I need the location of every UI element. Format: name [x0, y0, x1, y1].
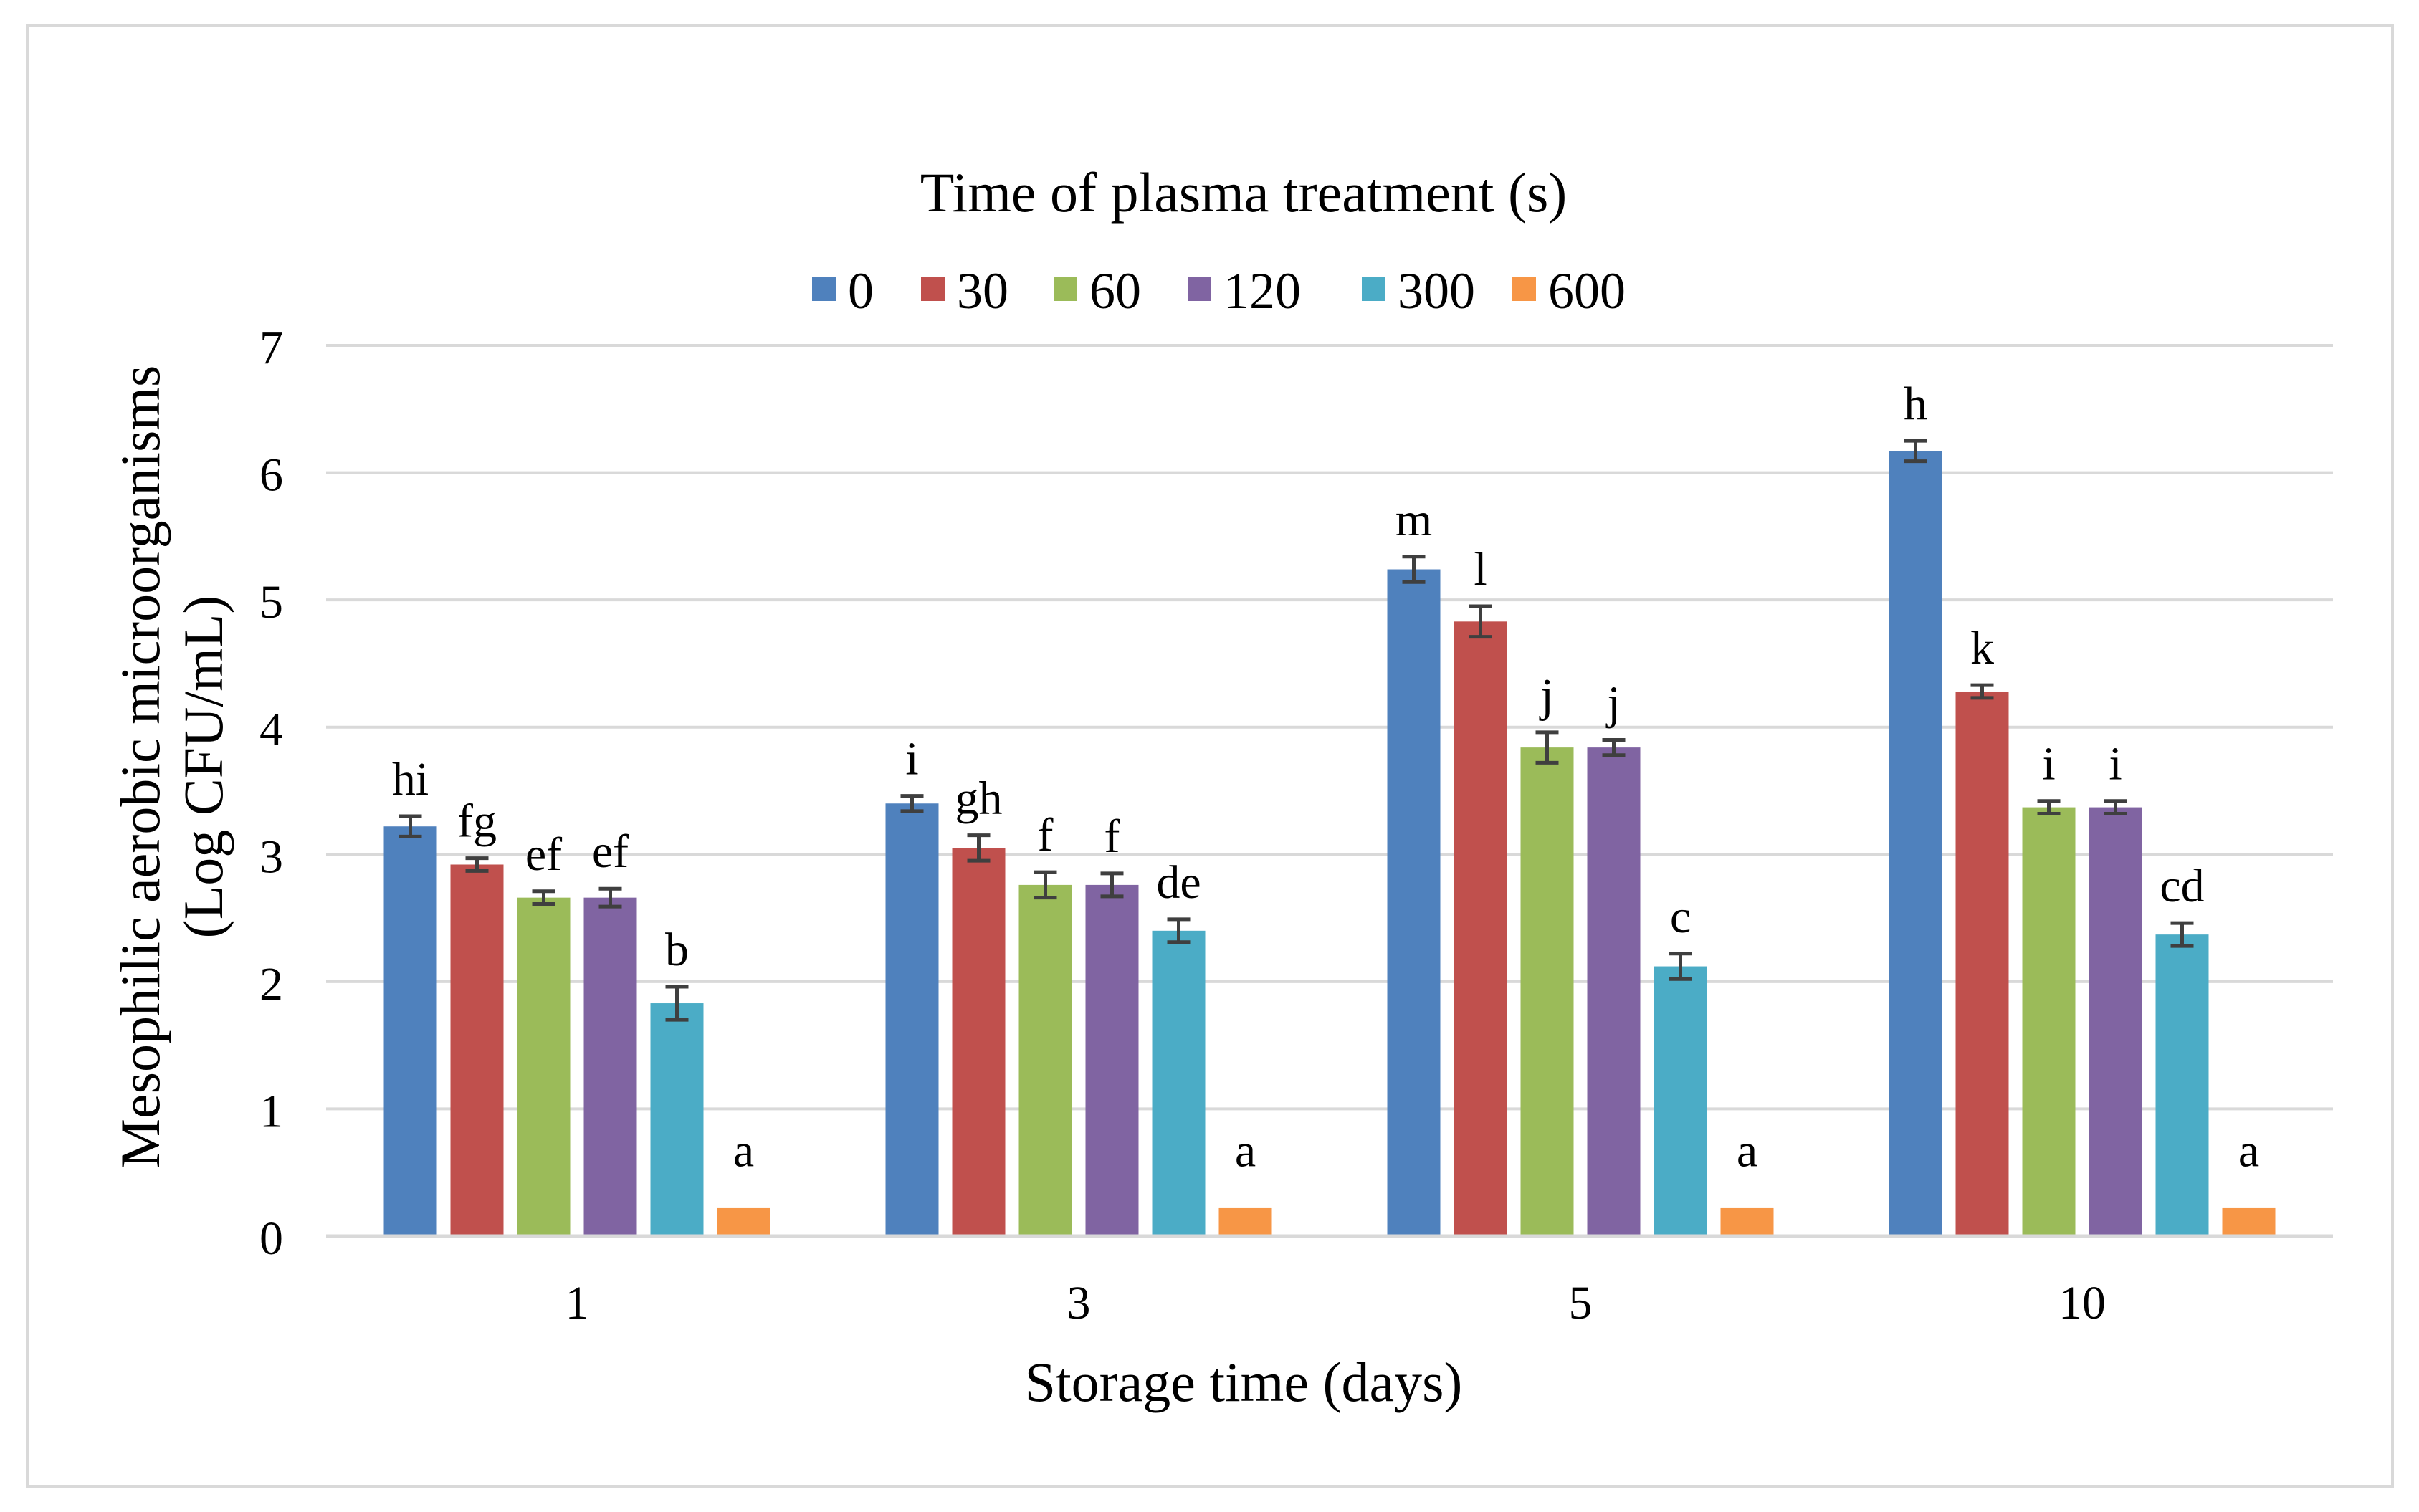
significance-letter: a: [733, 1124, 754, 1177]
legend-label-120: 120: [1223, 262, 1301, 320]
x-tick-label: 5: [1569, 1277, 1593, 1329]
bar-0s-day-10: [1889, 451, 1942, 1236]
significance-letter: gh: [955, 772, 1003, 825]
significance-letter: i: [2042, 738, 2055, 790]
significance-letter: j: [1605, 676, 1620, 729]
legend-label-30: 30: [957, 262, 1008, 320]
bar-120s-day-5: [1587, 747, 1641, 1236]
bar-300s-day-5: [1654, 966, 1707, 1236]
bar-600s-day-1: [717, 1207, 770, 1236]
bar-600s-day-3: [1218, 1207, 1272, 1236]
x-tick-label: 10: [2058, 1277, 2106, 1329]
legend-swatch-120: [1188, 277, 1211, 301]
y-tick-label: 7: [259, 322, 283, 374]
axes: 0 1 2 3 4 5 6 7 1 3 5 10: [259, 322, 2333, 1329]
y-axis-label-line2: (Log CFU/mL): [172, 595, 234, 939]
bar-60s-day-1: [517, 897, 571, 1236]
bar-0s-day-1: [383, 826, 437, 1236]
bar-30s-day-3: [952, 848, 1006, 1236]
x-tick-label: 3: [1067, 1277, 1091, 1329]
significance-letter: l: [1474, 543, 1487, 595]
bar-120s-day-10: [2089, 807, 2142, 1236]
significance-letter: a: [1235, 1124, 1256, 1177]
bar-60s-day-10: [2022, 807, 2076, 1236]
significance-letter: ef: [525, 828, 562, 881]
significance-letter: hi: [392, 753, 429, 805]
significance-letter: k: [1970, 622, 1994, 674]
significance-letter: f: [1104, 810, 1120, 863]
significance-letter: f: [1038, 809, 1054, 861]
bar-300s-day-10: [2155, 934, 2209, 1236]
legend-swatch-30: [921, 277, 945, 301]
bar-60s-day-3: [1018, 884, 1072, 1236]
bar-600s-day-10: [2222, 1207, 2276, 1236]
y-tick-label: 1: [259, 1085, 283, 1137]
legend-label-0: 0: [848, 262, 874, 320]
bar-0s-day-3: [885, 803, 939, 1236]
legend-swatch-600: [1512, 277, 1536, 301]
significance-letter: h: [1904, 378, 1927, 430]
significance-letter: cd: [2160, 860, 2204, 912]
bar-300s-day-1: [650, 1003, 704, 1236]
legend-swatch-0: [812, 277, 836, 301]
legend: 0 30 60 120 300 600: [812, 262, 1626, 320]
y-tick-label: 5: [259, 576, 283, 628]
x-axis-label: Storage time (days): [1025, 1351, 1463, 1413]
legend-label-60: 60: [1089, 262, 1141, 320]
significance-letter: i: [2109, 738, 2122, 790]
y-axis-label-line1: Mesophilic aerobic microorganisms: [109, 365, 171, 1169]
legend-title: Time of plasma treatment (s): [920, 161, 1568, 224]
bar-120s-day-1: [583, 897, 637, 1236]
bar-600s-day-5: [1720, 1207, 1774, 1236]
significance-letter: m: [1395, 494, 1432, 546]
bar-30s-day-1: [450, 864, 504, 1236]
legend-label-300: 300: [1398, 262, 1475, 320]
y-tick-label: 4: [259, 704, 283, 756]
y-tick-label: 0: [259, 1212, 283, 1265]
significance-letter: i: [905, 733, 918, 785]
bar-300s-day-3: [1152, 930, 1206, 1236]
bar-120s-day-3: [1085, 884, 1139, 1236]
bar-30s-day-10: [1955, 691, 2009, 1236]
significance-letter: a: [2238, 1124, 2259, 1177]
significance-letter: b: [665, 924, 689, 976]
significance-letter: a: [1737, 1124, 1757, 1177]
bar-0s-day-5: [1387, 569, 1441, 1236]
bar-30s-day-5: [1454, 621, 1507, 1236]
significance-letter: de: [1156, 856, 1201, 909]
legend-label-600: 600: [1548, 262, 1626, 320]
significance-letter: fg: [457, 795, 497, 848]
y-tick-label: 6: [259, 449, 283, 502]
chart-border: [26, 24, 2394, 1488]
y-tick-label: 2: [259, 958, 283, 1010]
legend-swatch-300: [1362, 277, 1385, 301]
bar-60s-day-5: [1520, 747, 1574, 1236]
significance-letter: j: [1539, 669, 1553, 722]
significance-letter: ef: [592, 826, 629, 878]
significance-letter: c: [1670, 891, 1691, 943]
y-tick-label: 3: [259, 831, 283, 883]
legend-swatch-60: [1054, 277, 1077, 301]
x-tick-label: 1: [566, 1277, 589, 1329]
